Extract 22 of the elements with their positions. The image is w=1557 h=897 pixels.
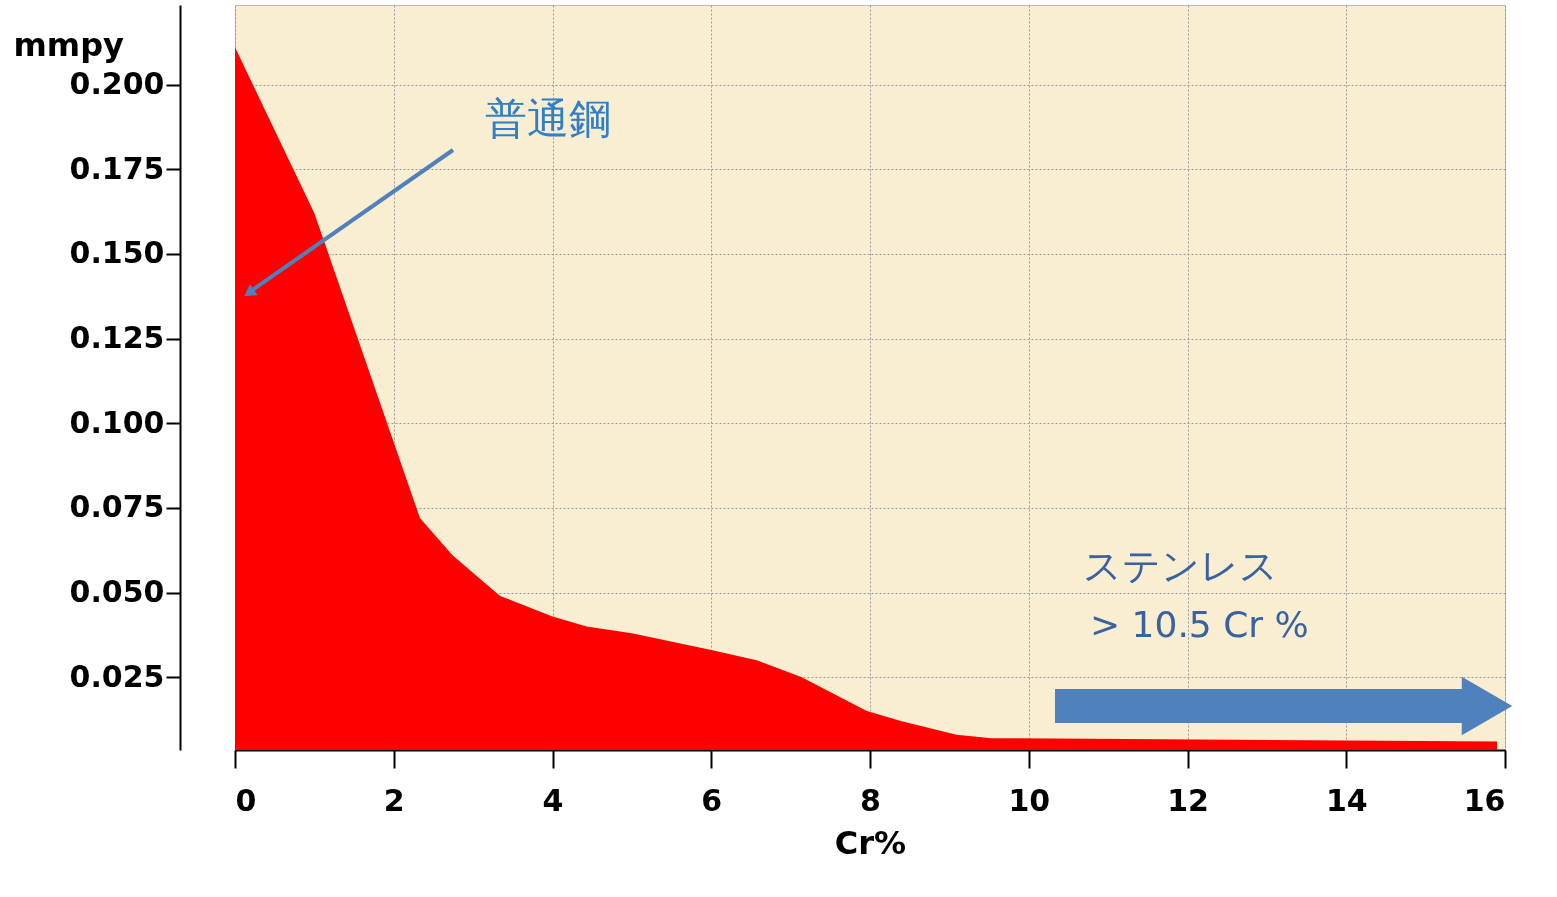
y-tick-label: 0.150 <box>69 235 165 271</box>
x-tick-label: 4 <box>542 782 564 818</box>
annotation: 普通鋼 <box>485 94 611 143</box>
y-tick-label: 0.125 <box>69 320 165 356</box>
x-tick-label: 8 <box>860 782 881 818</box>
x-tick-label: 16 <box>1463 782 1506 818</box>
y-tick-label: 0.175 <box>69 150 165 186</box>
annotation: ステンレス <box>1083 544 1278 588</box>
x-axis-title: Cr% <box>834 823 907 862</box>
y-tick-label: 0.200 <box>69 66 165 102</box>
y-axis-title: mmpy <box>13 25 125 64</box>
y-tick-label: 0.100 <box>69 404 165 440</box>
x-tick-label: 6 <box>701 782 723 818</box>
y-tick-label: 0.050 <box>69 574 165 610</box>
y-tick-label: 0.025 <box>69 658 165 694</box>
annotation: > 10.5 Cr % <box>1090 604 1309 645</box>
x-tick-label: 0 <box>235 782 257 818</box>
x-tick-label: 14 <box>1325 782 1368 818</box>
x-tick-label: 12 <box>1167 782 1209 818</box>
y-tick-label: 0.075 <box>69 489 165 525</box>
x-tick-label: 10 <box>1008 782 1051 818</box>
x-tick-label: 2 <box>383 782 405 818</box>
